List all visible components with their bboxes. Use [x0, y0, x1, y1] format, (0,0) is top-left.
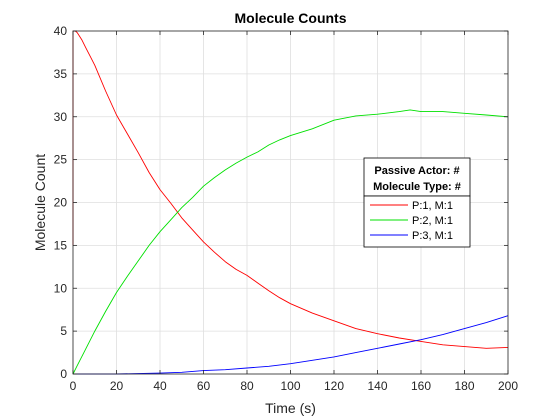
- legend-label-2: P:2, M:1: [412, 215, 453, 227]
- x-tick-label: 120: [324, 379, 344, 393]
- x-tick-label: 20: [110, 379, 124, 393]
- x-tick-label: 200: [498, 379, 518, 393]
- y-axis-label: Molecule Count: [32, 154, 48, 251]
- legend-title-line-1: Passive Actor: #: [374, 165, 459, 177]
- ticks: 0 20 40 60 80 100 120 140 160 180 200 0 5 10 15 20 25 30 3…: [54, 24, 519, 393]
- legend-title-box: [363, 157, 471, 197]
- series-line-3: [73, 315, 509, 375]
- series-line-1: [72, 30, 509, 349]
- y-tick-label: 25: [54, 153, 68, 167]
- chart-title: Molecule Counts: [234, 10, 346, 26]
- x-tick-label: 180: [454, 379, 474, 393]
- legend-label-1: P:1, M:1: [412, 200, 453, 212]
- x-tick-label: 40: [153, 379, 167, 393]
- series-line-2: [72, 109, 509, 375]
- x-tick-label: 100: [280, 379, 300, 393]
- y-tick-label: 40: [54, 24, 68, 38]
- legend: Passive Actor: # Molecule Type: # P:1, M…: [363, 157, 471, 248]
- y-tick-label: 0: [60, 367, 67, 381]
- x-tick-label: 60: [197, 379, 211, 393]
- x-tick-label: 80: [240, 379, 254, 393]
- y-tick-label: 15: [54, 238, 68, 252]
- legend-label-3: P:3, M:1: [412, 230, 453, 242]
- y-tick-label: 30: [54, 110, 68, 124]
- legend-title-line-2: Molecule Type: #: [373, 181, 461, 193]
- x-tick-label: 140: [367, 379, 387, 393]
- x-tick-label: 0: [70, 379, 77, 393]
- x-tick-label: 160: [411, 379, 431, 393]
- y-tick-label: 10: [54, 281, 68, 295]
- y-tick-label: 20: [54, 196, 68, 210]
- y-tick-label: 35: [54, 67, 68, 81]
- x-axis-label: Time (s): [265, 400, 316, 416]
- y-tick-label: 5: [60, 324, 67, 338]
- legend-items: P:1, M:1 P:2, M:1 P:3, M:1: [370, 200, 453, 242]
- series-layer: [72, 30, 509, 375]
